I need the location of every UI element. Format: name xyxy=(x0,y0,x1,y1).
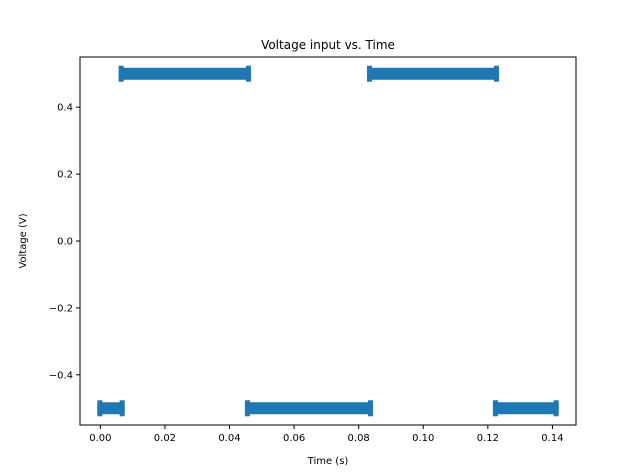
data-segment xyxy=(97,402,125,415)
data-segment-edge xyxy=(97,400,103,417)
x-tick-label: 0.14 xyxy=(541,433,563,444)
y-axis-ticks: −0.4 −0.2 0.0 0.2 0.4 xyxy=(49,103,80,381)
x-tick-label: 0.10 xyxy=(412,433,434,444)
x-tick-label: 0.04 xyxy=(218,433,240,444)
data-segment-edge xyxy=(367,400,373,417)
data-segment-edge xyxy=(553,400,559,417)
y-axis-label: Voltage (V) xyxy=(18,213,29,268)
data-segment-edge xyxy=(244,400,250,417)
data-segment xyxy=(366,67,499,80)
x-tick-label: 0.08 xyxy=(348,433,370,444)
y-tick-label: −0.2 xyxy=(49,303,73,314)
y-tick-label: −0.4 xyxy=(49,370,73,381)
data-segment xyxy=(118,67,251,80)
x-tick-label: 0.02 xyxy=(154,433,176,444)
chart-title: Voltage input vs. Time xyxy=(261,38,395,52)
data-segment-edge xyxy=(118,65,124,82)
y-tick-label: 0.4 xyxy=(57,103,73,114)
data-segment-edge xyxy=(119,400,125,417)
data-segment xyxy=(244,402,373,415)
x-tick-label: 0.12 xyxy=(477,433,499,444)
y-tick-label: 0.2 xyxy=(57,170,73,181)
data-segment-edge xyxy=(245,65,251,82)
y-tick-label: 0.0 xyxy=(57,237,73,248)
data-segment-edge xyxy=(492,400,498,417)
x-tick-label: 0.06 xyxy=(283,433,305,444)
data-segment-edge xyxy=(493,65,499,82)
x-axis-ticks: 0.00 0.02 0.04 0.06 0.08 0.10 0.12 0.14 xyxy=(89,425,564,444)
plot-marks xyxy=(97,65,559,417)
x-tick-label: 0.00 xyxy=(89,433,111,444)
x-axis-label: Time (s) xyxy=(307,456,349,467)
axes-frame xyxy=(79,56,577,426)
data-segment xyxy=(492,402,559,415)
data-segment-edge xyxy=(366,65,372,82)
